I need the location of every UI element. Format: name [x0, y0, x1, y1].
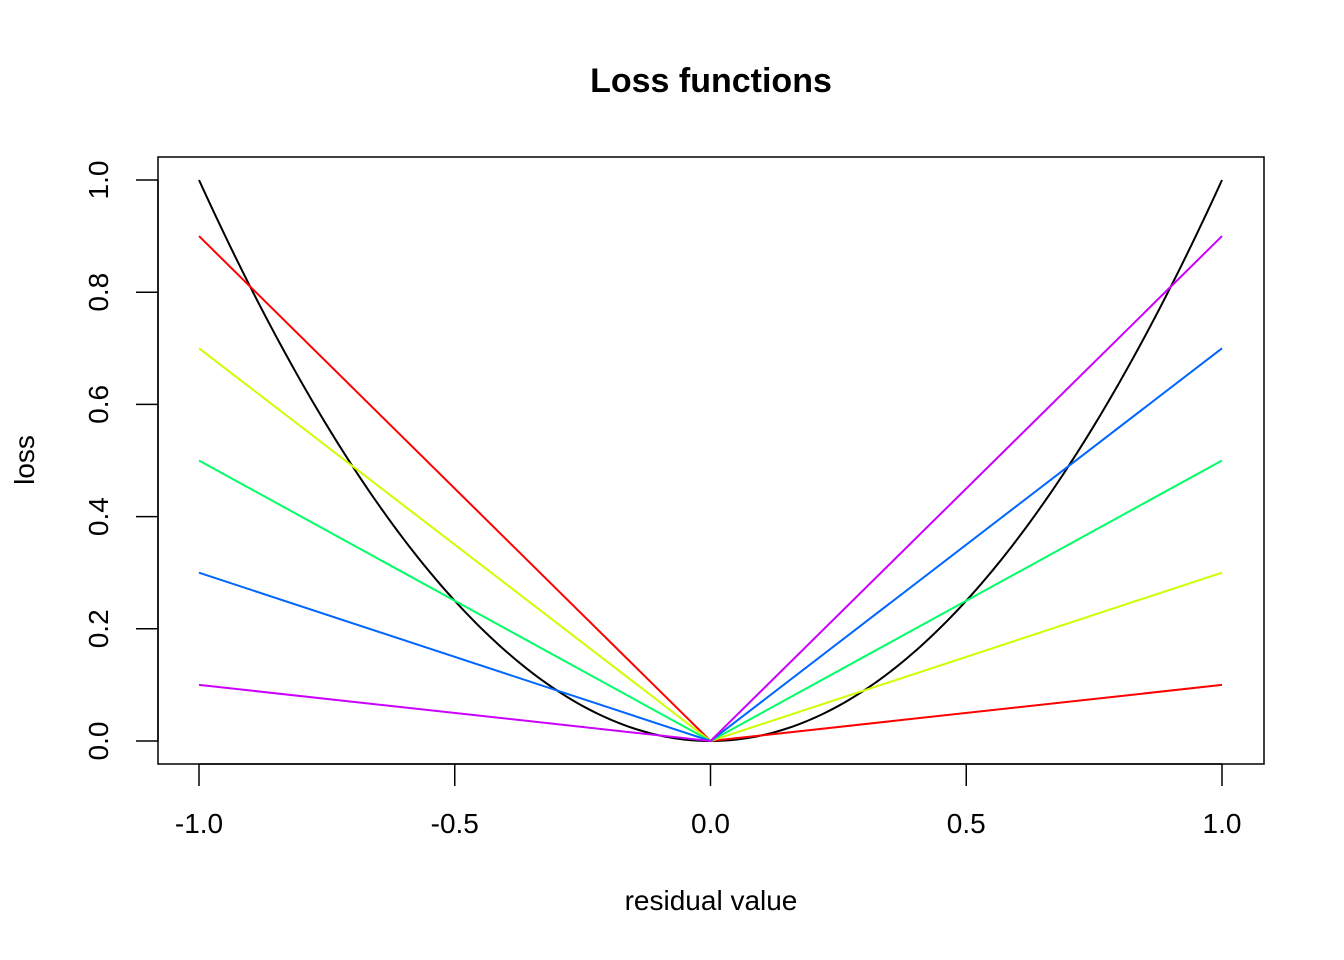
series-layer: [198, 179, 1223, 743]
y-axis: 0.0 0.2 0.4 0.6 0.8 1.0: [83, 161, 159, 761]
y-tick-label: 0.2: [83, 609, 114, 648]
series-line-3: [198, 459, 1223, 743]
x-tick-label: 0.5: [947, 808, 986, 839]
series-line-0: [198, 179, 1223, 743]
chart-title: Loss functions: [590, 62, 832, 100]
series-line-5: [198, 235, 1223, 743]
x-axis-label: residual value: [625, 885, 798, 916]
series-line-1: [198, 235, 1223, 743]
x-axis: -1.0 -0.5 0.0 0.5 1.0: [175, 763, 1242, 839]
y-axis-label: loss: [9, 435, 40, 485]
plot-frame: [157, 156, 1265, 765]
y-tick-label: 0.4: [83, 497, 114, 536]
y-tick-label: 1.0: [83, 161, 114, 200]
x-tick-label: -0.5: [431, 808, 479, 839]
x-tick-label: 0.0: [691, 808, 730, 839]
x-tick-label: -1.0: [175, 808, 223, 839]
y-tick-label: 0.8: [83, 273, 114, 312]
y-tick-label: 0.0: [83, 722, 114, 761]
x-tick-label: 1.0: [1203, 808, 1242, 839]
y-tick-label: 0.6: [83, 385, 114, 424]
